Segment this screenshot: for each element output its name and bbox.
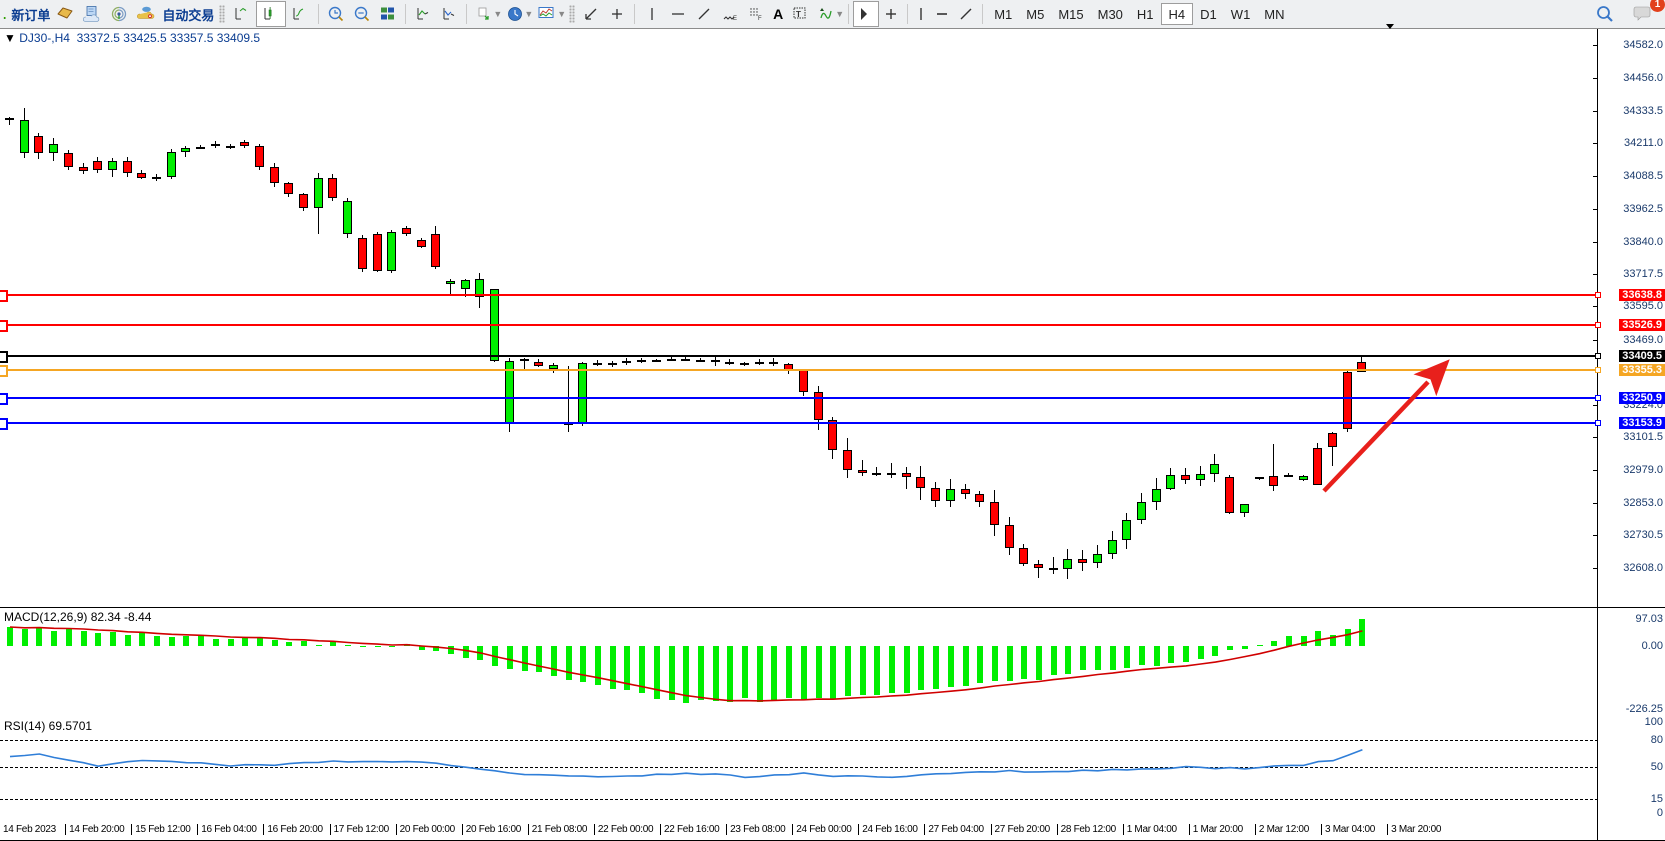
svg-text:T: T [796,10,801,19]
svg-text:E: E [733,16,737,22]
svg-text:F: F [758,16,762,22]
